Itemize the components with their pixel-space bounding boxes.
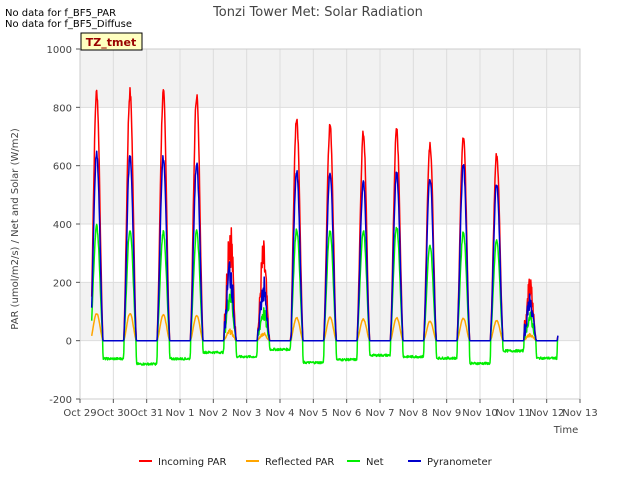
y-axis-label: PAR (umol/m2/s) / Net and Solar (W/m2) [10,128,21,330]
site-badge-box [80,32,143,51]
legend-label-pyranometer: Pyranometer [427,457,493,468]
series-line-pyranometer [90,150,559,342]
x-tick-label: Nov 12 [529,408,564,419]
legend-label-reflected-par: Reflected PAR [265,457,334,468]
y-axis-ticks: -200 0 200 400 600 800 1000 [47,45,80,406]
no-data-note-diffuse: No data for f_BF5_Diffuse [5,19,132,30]
x-tick-label: Nov 4 [265,408,294,419]
no-data-notes: No data for f_BF5_PAR No data for f_BF5_… [5,8,132,30]
x-axis-label: Time [553,425,578,436]
x-tick-label: Nov 8 [399,408,428,419]
no-data-note-par: No data for f_BF5_PAR [5,8,117,19]
x-tick-label: Nov 3 [232,408,261,419]
x-tick-label: Nov 1 [165,408,194,419]
y-tick-label: 400 [53,220,72,231]
legend-label-net: Net [366,457,384,468]
grid-band [80,49,580,108]
x-tick-label: Nov 10 [462,408,497,419]
y-tick-label: 200 [53,278,72,289]
series-lines [90,86,559,366]
x-tick-label: Nov 13 [562,408,597,419]
site-badge-label: TZ_tmet [86,36,136,49]
legend-label-incoming-par: Incoming PAR [158,457,227,468]
x-tick-label: Nov 7 [365,408,394,419]
x-tick-label: Oct 30 [97,408,130,419]
x-tick-label: Nov 11 [496,408,531,419]
grid-band [80,107,580,166]
y-tick-label: 1000 [47,45,72,56]
y-tick-label: 600 [53,162,72,173]
y-tick-label: 0 [66,337,72,348]
y-tick-label: 800 [53,103,72,114]
grid-band [80,340,580,399]
x-axis-ticks: Oct 29 Oct 30 Oct 31 Nov 1 Nov 2 Nov 3 Nov 4 No… [63,399,598,419]
y-tick-label: -200 [49,395,72,406]
grid-band [80,282,580,341]
x-tick-label: Oct 29 [63,408,96,419]
x-tick-label: Nov 6 [332,408,361,419]
x-tick-label: Nov 9 [432,408,461,419]
chart-title: Tonzi Tower Met: Solar Radiation [212,5,423,20]
x-tick-label: Nov 5 [299,408,328,419]
x-tick-label: Nov 2 [199,408,228,419]
legend: Incoming PAR Reflected PAR Net Pyranometer [139,457,493,468]
site-badge: TZ_tmet [80,32,143,51]
x-tick-label: Oct 31 [130,408,163,419]
